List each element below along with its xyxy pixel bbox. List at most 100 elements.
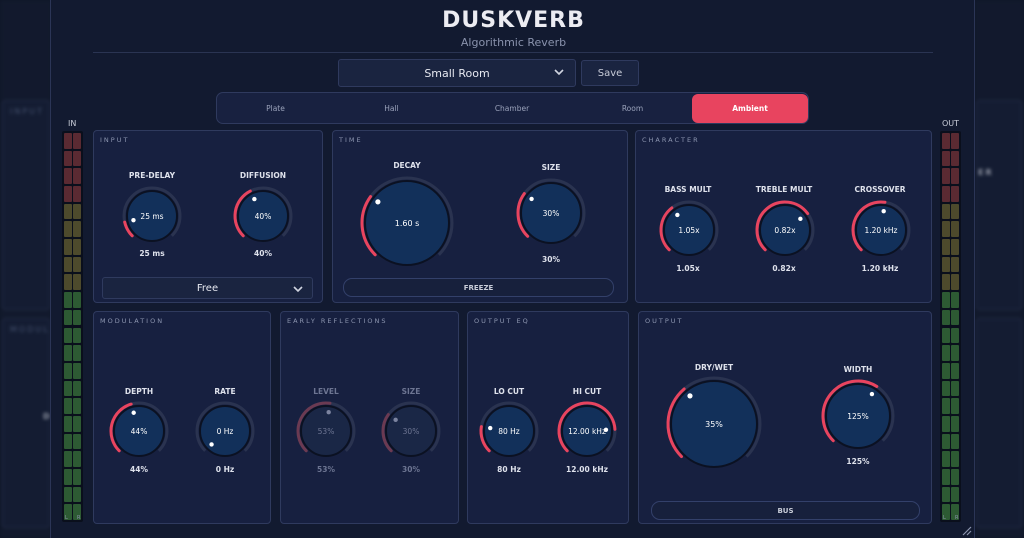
tab-room[interactable]: Room (621, 103, 644, 113)
knob-indicator-dot (687, 393, 693, 399)
diffusion-knob[interactable]: 40% (232, 185, 294, 247)
meter-segment (73, 186, 81, 202)
meter-segment (73, 256, 81, 273)
time-panel: TIME DECAY 1.60 s SIZE 30% 30% FREEZE (332, 130, 628, 303)
crossover-value: 1.20 kHz (861, 264, 899, 273)
knob-body (759, 204, 811, 256)
meter-segment (73, 398, 81, 414)
meter-segment (73, 504, 81, 520)
preset-select[interactable]: Small Room (338, 59, 576, 87)
knob-value-arc (296, 401, 332, 453)
meter-segment (64, 327, 72, 344)
meter-segment (942, 362, 950, 379)
knob-body (126, 190, 178, 242)
size-knob[interactable]: 30% (515, 177, 587, 249)
crossover-knob[interactable]: 1.20 kHz (850, 199, 912, 261)
meter-segment (951, 380, 959, 397)
meter-segment (951, 486, 959, 503)
meter-segment (942, 468, 950, 485)
knob-center-value: 53% (318, 427, 335, 436)
meter-segment (951, 415, 959, 432)
resize-grip-icon[interactable] (960, 524, 972, 536)
meter-segment (73, 203, 81, 220)
knob-indicator-dot (603, 427, 609, 433)
meter-segment (64, 221, 72, 238)
meter-segment (942, 274, 950, 291)
meter-segment (942, 239, 950, 255)
treble-mult-label: TREBLE MULT (755, 185, 813, 194)
output-meter-right-label: R (955, 515, 959, 521)
dry-wet-label: DRY/WET (694, 363, 734, 372)
knob-indicator-dot (881, 208, 886, 214)
knob-track (195, 401, 255, 452)
knob-body (561, 405, 613, 457)
meter-segment (951, 168, 959, 185)
er-level-knob[interactable]: 53% (295, 400, 357, 462)
depth-label: DEPTH (124, 387, 154, 396)
meter-segment (951, 504, 959, 520)
meter-segment (73, 380, 81, 397)
width-knob[interactable]: 125% (820, 378, 896, 454)
meter-segment (951, 468, 959, 485)
pre-delay-label: PRE-DELAY (128, 171, 176, 180)
meter-segment (942, 415, 950, 432)
meter-segment (73, 221, 81, 238)
meter-segment (951, 309, 959, 326)
tab-chamber[interactable]: Chamber (494, 103, 530, 113)
diffusion-value: 40% (254, 249, 272, 258)
meter-segment (73, 451, 81, 467)
meter-segment (64, 486, 72, 503)
freeze-button[interactable]: FREEZE (343, 278, 614, 297)
er-size-knob[interactable]: 30% (380, 400, 442, 462)
pre-delay-knob[interactable]: 25 ms (121, 185, 183, 247)
knob-indicator-dot (488, 425, 493, 431)
meter-segment (942, 133, 950, 149)
knob-center-value: 1.05x (678, 226, 700, 235)
meter-segment (64, 415, 72, 432)
meter-segment (64, 451, 72, 467)
meter-segment (951, 203, 959, 220)
knob-center-value: 1.20 kHz (864, 226, 897, 235)
header-divider (93, 52, 933, 53)
knob-value-arc (233, 189, 252, 238)
meter-segment (73, 309, 81, 326)
meter-segment (942, 345, 950, 361)
meter-segment (942, 186, 950, 202)
knob-indicator-dot (131, 410, 136, 415)
chevron-down-icon (554, 69, 564, 76)
background-input-label: INPUT (10, 107, 44, 116)
tab-hall[interactable]: Hall (384, 103, 399, 113)
save-button[interactable]: Save (581, 60, 639, 86)
sync-select[interactable]: Free (102, 277, 313, 299)
lo-cut-knob[interactable]: 80 Hz (478, 400, 540, 462)
tab-plate[interactable]: Plate (266, 103, 285, 113)
meter-segment (942, 327, 950, 344)
knob-body (663, 204, 715, 256)
hi-cut-knob[interactable]: 12.00 kHz (556, 400, 618, 462)
tab-ambient[interactable]: Ambient (692, 94, 808, 123)
knob-value-arc (851, 200, 887, 252)
knob-center-value: 30% (403, 427, 420, 436)
bass-mult-knob[interactable]: 1.05x (658, 199, 720, 261)
depth-knob[interactable]: 44% (108, 400, 170, 462)
decay-knob[interactable]: 1.60 s (359, 175, 455, 271)
chevron-down-icon (293, 286, 303, 293)
knob-indicator-dot (131, 217, 136, 223)
bus-button[interactable]: BUS (651, 501, 920, 520)
meter-segment (73, 433, 81, 450)
panel-label: OUTPUT (645, 317, 684, 325)
treble-mult-knob[interactable]: 0.82x (754, 199, 816, 261)
meter-segment (951, 186, 959, 202)
meter-segment (64, 362, 72, 379)
meter-segment (942, 380, 950, 397)
input-meter-right-label: R (77, 515, 81, 521)
dry-wet-knob[interactable]: 35% (665, 375, 763, 473)
knob-indicator-dot (675, 212, 680, 218)
knob-indicator-dot (393, 417, 398, 423)
character-panel: CHARACTER BASS MULT 1.05x 1.05x TREBLE M… (635, 130, 932, 303)
early-reflections-panel: EARLY REFLECTIONS LEVEL 53% 53% SIZE 30%… (280, 311, 459, 524)
meter-segment (951, 433, 959, 450)
hi-cut-label: HI CUT (572, 387, 602, 396)
panel-label: CHARACTER (642, 136, 700, 144)
rate-knob[interactable]: 0 Hz (194, 400, 256, 462)
